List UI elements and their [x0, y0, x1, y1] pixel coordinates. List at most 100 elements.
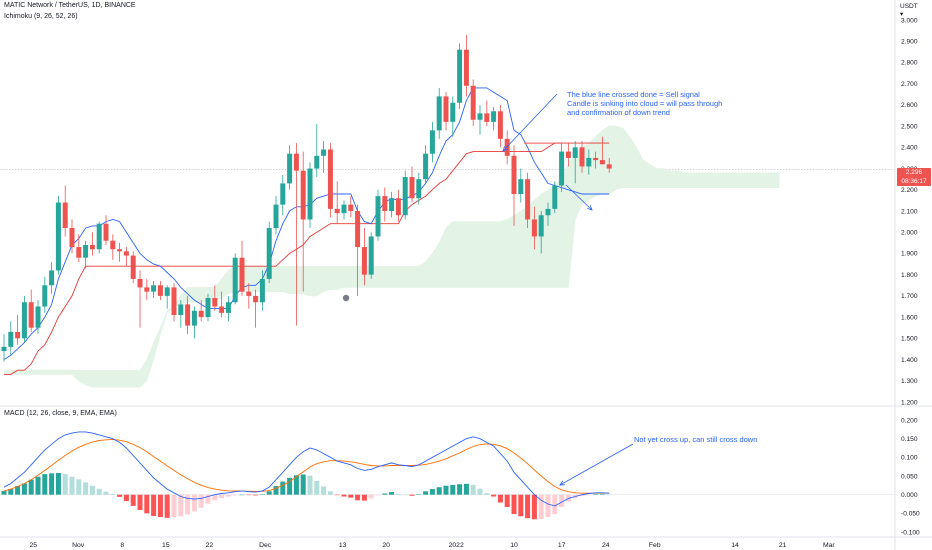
candle-body[interactable] [130, 255, 136, 279]
candle-body[interactable] [314, 155, 320, 169]
candle-body[interactable] [191, 310, 197, 326]
candle-body[interactable] [477, 113, 483, 120]
candle-body[interactable] [463, 49, 469, 86]
candle-body[interactable] [375, 196, 381, 237]
macd-signal-line[interactable] [3, 438, 610, 494]
candle-body[interactable] [368, 236, 374, 275]
candle-body[interactable] [599, 160, 605, 165]
candle-body[interactable] [103, 223, 109, 241]
marker-dot[interactable] [342, 294, 350, 302]
arrow-to-macd[interactable] [559, 443, 634, 486]
conversion-line[interactable] [3, 87, 610, 360]
candle-body[interactable] [259, 278, 265, 303]
candle-body[interactable] [545, 208, 551, 216]
candle-body[interactable] [144, 287, 150, 292]
candle-body[interactable] [491, 111, 497, 122]
candle-body[interactable] [110, 240, 116, 250]
candle-body[interactable] [69, 227, 75, 248]
candle-body[interactable] [307, 168, 313, 220]
candle-body[interactable] [348, 204, 354, 211]
ichimoku-legend[interactable]: Ichimoku (9, 26, 52, 26) [4, 13, 78, 20]
candle-body[interactable] [484, 113, 490, 122]
candle-body[interactable] [35, 306, 41, 328]
candle-body[interactable] [171, 287, 177, 315]
candle-body[interactable] [212, 298, 218, 307]
candle-body[interactable] [341, 204, 347, 214]
symbol-title[interactable]: MATIC Network / TetherUS, 1D, BINANCE [4, 2, 136, 9]
candle-body[interactable] [423, 153, 429, 180]
candle-body[interactable] [402, 177, 408, 216]
currency-selector[interactable]: USDT ▾ [900, 3, 918, 19]
candle-body[interactable] [450, 102, 456, 122]
candle-body[interactable] [531, 219, 537, 237]
candle-body[interactable] [83, 244, 89, 258]
candle-body[interactable] [239, 257, 245, 292]
candle-body[interactable] [123, 251, 129, 256]
candle-body[interactable] [1, 346, 7, 352]
candle-body[interactable] [321, 149, 327, 156]
candle-body[interactable] [178, 304, 184, 315]
candle-body[interactable] [266, 227, 272, 279]
candle-body[interactable] [253, 295, 259, 303]
candle-body[interactable] [28, 302, 34, 328]
candle-body[interactable] [62, 202, 68, 228]
candle-body[interactable] [164, 287, 170, 296]
candle-body[interactable] [552, 185, 558, 209]
candle-body[interactable] [395, 198, 401, 216]
candle-body[interactable] [157, 285, 163, 296]
candle-body[interactable] [21, 302, 27, 339]
candle-body[interactable] [205, 298, 211, 318]
candle-body[interactable] [287, 153, 293, 184]
candle-body[interactable] [572, 147, 578, 158]
candle-body[interactable] [293, 153, 299, 171]
candle-body[interactable] [42, 285, 48, 307]
candle-body[interactable] [586, 157, 592, 167]
candle-body[interactable] [198, 310, 204, 318]
candle-body[interactable] [504, 138, 510, 156]
candle-body[interactable] [327, 149, 333, 209]
candle-body[interactable] [8, 331, 14, 347]
candle-body[interactable] [382, 196, 388, 211]
candle-body[interactable] [280, 183, 286, 205]
candle-body[interactable] [593, 157, 599, 161]
candle-body[interactable] [389, 198, 395, 211]
candle-body[interactable] [518, 179, 524, 195]
arrow-projection[interactable] [565, 184, 593, 211]
candle-body[interactable] [470, 85, 476, 120]
candle-body[interactable] [137, 278, 143, 288]
candle-body[interactable] [300, 170, 306, 220]
candle-body[interactable] [117, 249, 123, 252]
candle-body[interactable] [429, 130, 435, 154]
macd-legend[interactable]: MACD (12, 26, close, 9, EMA, EMA) [4, 410, 117, 417]
candle-body[interactable] [273, 204, 279, 228]
candle-body[interactable] [559, 151, 565, 186]
candle-body[interactable] [436, 96, 442, 131]
candle-body[interactable] [409, 177, 415, 199]
candle-body[interactable] [443, 96, 449, 122]
arrow-to-crossover[interactable] [502, 93, 558, 152]
candle-body[interactable] [232, 257, 238, 303]
candle-body[interactable] [457, 49, 463, 103]
candle-body[interactable] [511, 155, 517, 195]
candle-body[interactable] [219, 306, 225, 313]
candle-body[interactable] [361, 247, 367, 275]
candle-body[interactable] [49, 270, 55, 286]
candle-body[interactable] [15, 331, 21, 339]
macd-line[interactable] [3, 431, 610, 507]
candle-body[interactable] [525, 179, 531, 220]
candle-body[interactable] [538, 215, 544, 237]
candle-body[interactable] [76, 247, 82, 258]
candle-body[interactable] [416, 179, 422, 199]
candle-body[interactable] [151, 285, 157, 292]
candle-body[interactable] [355, 211, 361, 248]
candle-body[interactable] [246, 291, 252, 296]
candle-body[interactable] [579, 147, 585, 167]
candle-body[interactable] [225, 302, 231, 313]
candle-body[interactable] [89, 244, 95, 250]
candle-body[interactable] [565, 151, 571, 158]
candle-body[interactable] [606, 164, 612, 169]
candle-body[interactable] [96, 223, 102, 250]
candle-body[interactable] [55, 202, 61, 271]
candle-body[interactable] [334, 208, 340, 214]
candle-body[interactable] [185, 304, 191, 326]
